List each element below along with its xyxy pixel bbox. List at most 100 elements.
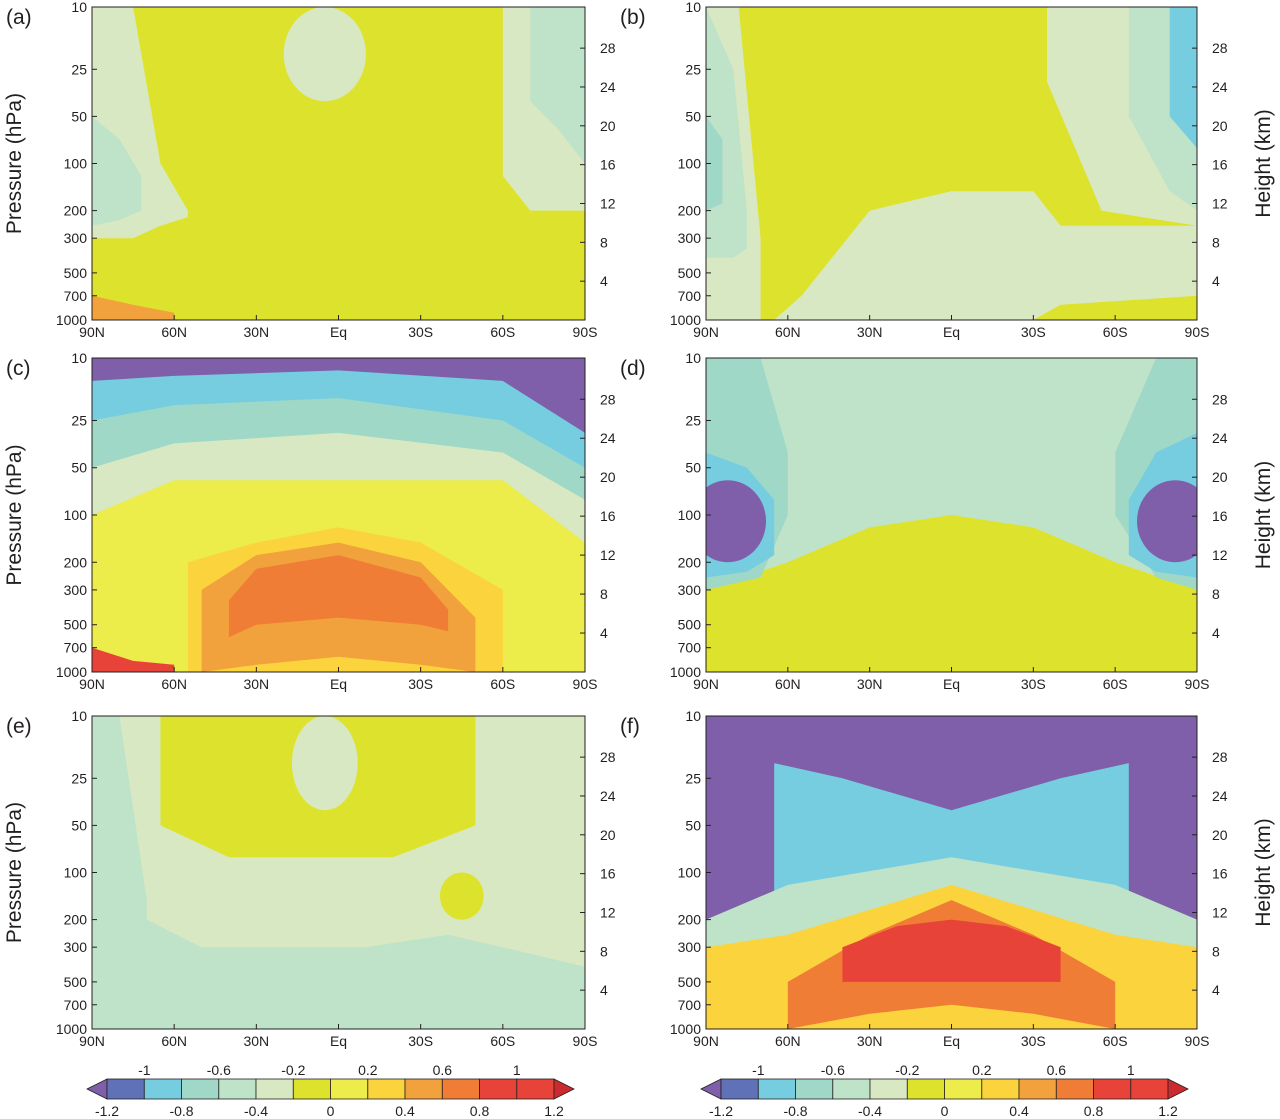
contour-region [92, 210, 585, 320]
colorbar-box [1055, 1078, 1095, 1100]
contour-region [530, 7, 585, 164]
pressure-tick-label: 100 [64, 156, 88, 172]
pressure-tick-label: 100 [64, 865, 88, 881]
pressure-tick-label: 1000 [670, 1021, 701, 1037]
colorbar-box [255, 1078, 294, 1100]
pressure-tick-label: 10 [685, 708, 701, 724]
height-tick-label: 4 [1212, 625, 1220, 641]
contour-layer [706, 358, 1197, 590]
panel-label: (f) [620, 715, 640, 738]
x-tick-label: 90N [79, 324, 105, 340]
height-tick-label: 12 [1212, 547, 1228, 563]
height-tick-label: 16 [1212, 866, 1228, 882]
x-tick-label: 60N [775, 1033, 801, 1049]
panel-label: (a) [6, 6, 32, 29]
height-tick-label: 24 [1212, 430, 1228, 446]
colorbar-extend-high [553, 1078, 575, 1100]
colorbar-tick-label: -0.4 [244, 1103, 268, 1119]
y-axis-title-height: Height (km) [1252, 818, 1275, 927]
contour-region [706, 358, 1197, 590]
x-tick-label: 90S [573, 676, 598, 692]
pressure-tick-label: 200 [64, 912, 88, 928]
height-tick-label: 20 [600, 118, 616, 134]
contour-region [228, 555, 449, 638]
colorbar-tick-label: 1 [513, 1062, 521, 1078]
height-tick-label: 28 [1212, 40, 1228, 56]
height-tick-label: 28 [600, 749, 616, 765]
colorbar-box [181, 1078, 220, 1100]
colorbar-box [981, 1078, 1020, 1100]
pressure-tick-label: 50 [685, 108, 701, 124]
pressure-tick-label: 50 [685, 460, 701, 476]
colorbar-tick-label: 0.4 [1009, 1103, 1029, 1119]
colorbar-tick-label: -0.4 [858, 1103, 882, 1119]
colorbar-box [1018, 1078, 1057, 1100]
x-tick-label: 90N [693, 1033, 719, 1049]
panel-label: (c) [6, 357, 31, 380]
height-tick-label: 8 [1212, 234, 1220, 250]
height-tick-label: 4 [600, 625, 608, 641]
contour-region [92, 358, 585, 468]
x-tick-label: 60S [1103, 1033, 1128, 1049]
height-tick-label: 12 [1212, 904, 1228, 920]
colorbar-box [218, 1078, 257, 1100]
height-tick-label: 28 [1212, 749, 1228, 765]
x-tick-label: 30N [857, 324, 883, 340]
pressure-tick-label: 10 [71, 708, 87, 724]
pressure-tick-label: 700 [678, 640, 702, 656]
contour-region [706, 116, 723, 211]
pressure-tick-label: 1000 [56, 664, 87, 680]
x-tick-label: 30N [857, 676, 883, 692]
contour-region [774, 191, 1197, 320]
colorbar-box [404, 1078, 443, 1100]
x-tick-label: 90S [1185, 1033, 1210, 1049]
colorbar-tick-label: -0.2 [281, 1062, 305, 1078]
pressure-tick-label: 500 [64, 617, 88, 633]
contour-region [92, 295, 175, 320]
pressure-tick-label: 300 [64, 939, 88, 955]
colorbar-tick-label: 0.8 [470, 1103, 490, 1119]
pressure-tick-label: 300 [678, 230, 702, 246]
panel: 90N 60N 30N Eq 30S 60S 90S 10 25 50 100 200 300 500 70… [3, 0, 616, 340]
colorbar-tick-label: 0.8 [1084, 1103, 1104, 1119]
colorbar-tick-label: 0.6 [433, 1062, 453, 1078]
x-tick-label: 60S [1103, 324, 1128, 340]
x-tick-label: Eq [330, 1033, 347, 1049]
y-axis-title-height: Height (km) [1252, 109, 1275, 218]
colorbar-box [1093, 1078, 1132, 1100]
pressure-tick-label: 500 [678, 974, 702, 990]
contour-layer [706, 7, 1197, 320]
x-tick-label: Eq [943, 1033, 960, 1049]
contour-region [439, 872, 484, 920]
pressure-tick-label: 300 [64, 582, 88, 598]
height-tick-label: 20 [1212, 827, 1228, 843]
height-tick-label: 28 [600, 40, 616, 56]
x-tick-label: 90N [79, 1033, 105, 1049]
pressure-tick-label: 25 [71, 412, 87, 428]
x-tick-label: 60N [161, 676, 187, 692]
height-tick-label: 4 [1212, 982, 1220, 998]
height-tick-label: 16 [1212, 157, 1228, 173]
panel: 90N 60N 30N Eq 30S 60S 90S 10 25 50 100 200 300 500 70… [3, 350, 616, 692]
pressure-tick-label: 200 [64, 554, 88, 570]
x-tick-label: 30S [408, 676, 433, 692]
pressure-tick-label: 200 [678, 912, 702, 928]
y-axis-title-pressure: Pressure (hPa) [3, 802, 26, 943]
contour-region [1169, 7, 1197, 149]
height-tick-label: 24 [1212, 79, 1228, 95]
pressure-tick-label: 10 [71, 0, 87, 15]
x-tick-label: 90N [79, 676, 105, 692]
colorbar-extend-low [700, 1078, 722, 1100]
height-tick-label: 16 [600, 157, 616, 173]
pressure-tick-label: 200 [64, 203, 88, 219]
pressure-tick-label: 200 [678, 554, 702, 570]
pressure-tick-label: 700 [64, 997, 88, 1013]
pressure-tick-label: 500 [678, 265, 702, 281]
pressure-tick-label: 50 [71, 460, 87, 476]
pressure-tick-label: 200 [678, 203, 702, 219]
x-tick-label: Eq [943, 676, 960, 692]
x-tick-label: 60N [161, 1033, 187, 1049]
pressure-tick-label: 10 [685, 350, 701, 366]
contour-region [92, 919, 585, 1029]
height-tick-label: 4 [600, 273, 608, 289]
